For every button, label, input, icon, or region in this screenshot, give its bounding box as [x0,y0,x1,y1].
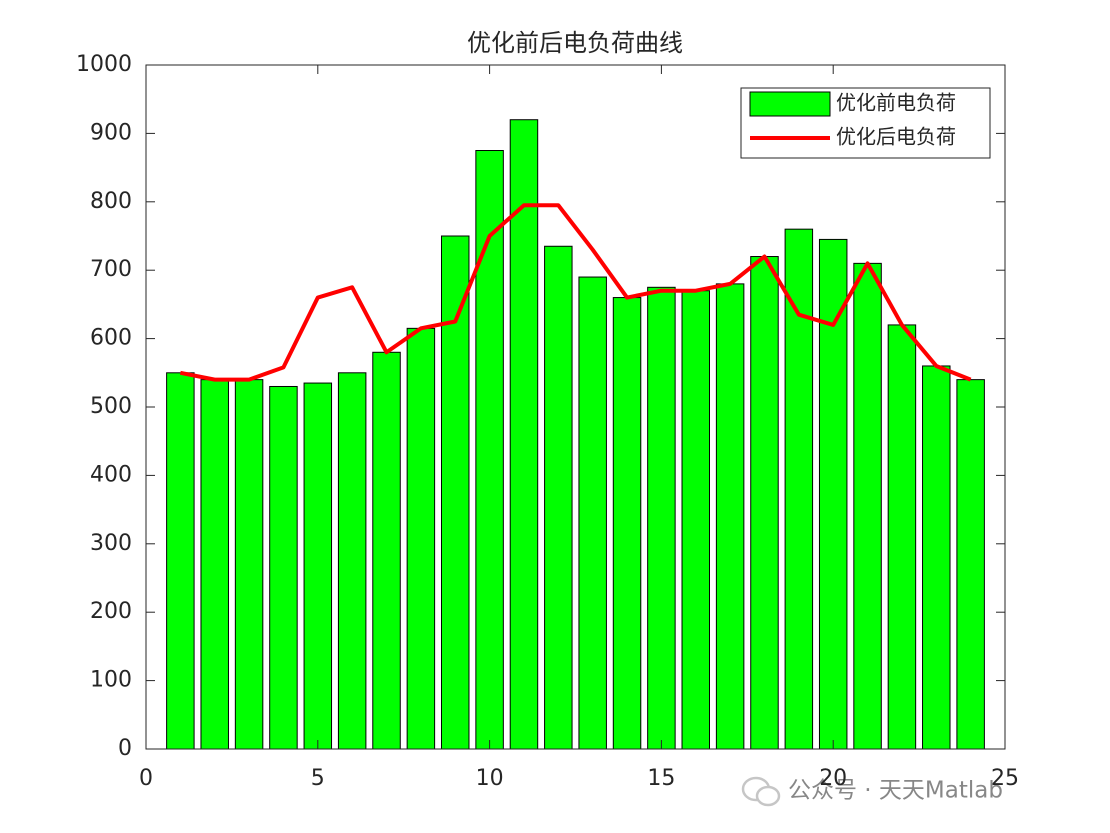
chart-title: 优化前后电负荷曲线 [467,29,683,57]
bar [750,256,779,750]
bar [475,150,504,750]
bar [647,286,676,750]
x-tick-label: 10 [476,766,504,791]
y-tick-label: 900 [90,120,132,145]
bar [544,245,573,750]
bar [303,382,333,750]
bar [200,379,229,750]
bar [372,351,401,750]
bar [922,365,951,750]
x-tick-label: 0 [139,766,153,791]
y-tick-label: 400 [90,462,132,487]
bar [234,379,264,750]
y-tick-label: 1000 [76,52,132,77]
x-tick-label: 15 [647,766,675,791]
legend-swatch [749,91,831,117]
bar [578,276,607,750]
bar [509,119,539,750]
bar [715,283,745,750]
legend-label: 优化前电负荷 [836,91,956,115]
y-tick-label: 100 [90,668,132,693]
y-tick-label: 600 [90,326,132,351]
bar [853,262,882,750]
bar [681,290,711,750]
y-tick-label: 300 [90,531,132,556]
bar [612,297,642,750]
bar [784,228,814,750]
y-tick-label: 800 [90,189,132,214]
bar [337,372,367,750]
bar [887,324,917,750]
y-tick-label: 0 [118,736,132,761]
bar [406,327,436,750]
y-tick-label: 200 [90,599,132,624]
watermark-text: 公众号 · 天天Matlab [788,778,1003,804]
watermark: 公众号 · 天天Matlab [741,776,1003,807]
y-tick-label: 500 [90,394,132,419]
bar [956,379,985,750]
x-tick-label: 5 [311,766,325,791]
line [179,203,972,382]
bar [818,238,848,750]
bar [166,372,195,750]
watermark-icon [755,785,781,807]
legend-label: 优化后电负荷 [836,125,956,149]
bar [269,385,298,750]
x-tick-label: 25 [991,766,1019,791]
x-tick-label: 20 [819,766,847,791]
bar [440,235,470,750]
y-tick-label: 700 [90,257,132,282]
